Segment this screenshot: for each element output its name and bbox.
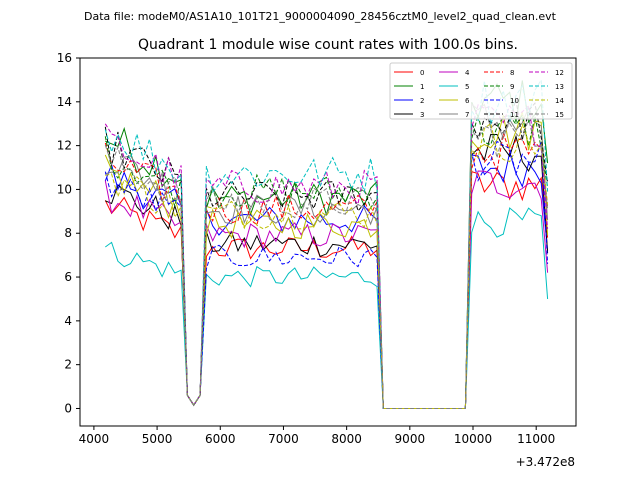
legend-label-6: 6 [465,97,470,105]
plot-area [104,78,549,409]
legend [389,62,573,120]
x-tick-label: 6000 [205,432,236,446]
legend-label-8: 8 [510,69,514,77]
y-tick-label: 4 [64,314,72,328]
series-line-6 [104,111,549,409]
legend-label-0: 0 [420,69,424,77]
series-line-15 [104,118,549,409]
series-line-9 [104,113,549,409]
series-line-8 [104,133,549,409]
legend-label-13: 13 [555,83,564,91]
axes-frame [79,57,577,427]
y-tick-label: 14 [57,95,72,109]
series-line-14 [105,122,549,409]
legend-label-15: 15 [555,111,564,119]
legend-label-5: 5 [465,83,469,91]
legend-label-3: 3 [420,111,424,119]
figure-suptitle: Data file: modeM0/AS1A10_101T21_90000040… [84,10,557,23]
x-tick-label: 10000 [454,432,492,446]
x-tick-label: 11000 [517,432,555,446]
x-offset-text: +3.472e8 [516,455,575,469]
x-tick-label: 5000 [142,432,173,446]
legend-label-14: 14 [555,97,564,105]
legend-label-10: 10 [510,97,519,105]
y-tick-label: 8 [64,226,72,240]
series-line-12 [104,104,549,409]
chart-title: Quadrant 1 module wise count rates with … [138,37,518,53]
series-line-3 [105,133,549,409]
series-line-2 [104,150,549,409]
legend-label-1: 1 [420,83,424,91]
x-tick-label: 4000 [79,432,110,446]
series-line-5 [105,207,549,409]
legend-label-4: 4 [465,69,470,77]
legend-label-12: 12 [555,69,564,77]
legend-label-7: 7 [465,111,469,119]
series-line-10 [104,140,549,409]
y-tick-label: 10 [57,182,72,196]
x-tick-label: 9000 [395,432,426,446]
legend-label-2: 2 [420,97,424,105]
x-tick-label: 8000 [331,432,362,446]
y-tick-label: 16 [57,51,72,65]
y-tick-label: 0 [64,401,72,415]
x-tick-label: 7000 [268,432,299,446]
legend-label-11: 11 [510,111,519,119]
y-tick-label: 6 [64,270,72,284]
axes: 4000 5000 6000 7000 8000 9000 10000 11000 0 2 4 6 8 1… [57,51,577,446]
y-tick-label: 2 [64,358,72,372]
series-line-13 [104,78,549,409]
y-tick-label: 12 [57,139,72,153]
series-line-7 [105,103,549,409]
series-line-4 [104,170,549,409]
legend-label-9: 9 [510,83,514,91]
